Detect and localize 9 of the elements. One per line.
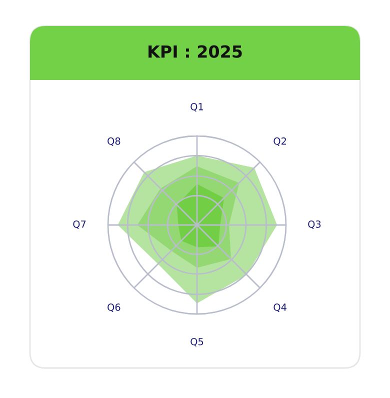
spoke-label: Q8 xyxy=(108,137,120,146)
chart-title: KPI : 2025 xyxy=(148,45,242,58)
spoke-label: Q5 xyxy=(190,338,204,346)
spoke-label: Q2 xyxy=(274,137,286,146)
spoke-label: Q4 xyxy=(274,304,286,312)
spoke-label: Q7 xyxy=(73,220,86,229)
spoke-label: Q3 xyxy=(308,220,321,229)
spoke-label: Q6 xyxy=(108,304,120,312)
spoke-label: Q1 xyxy=(190,102,204,112)
